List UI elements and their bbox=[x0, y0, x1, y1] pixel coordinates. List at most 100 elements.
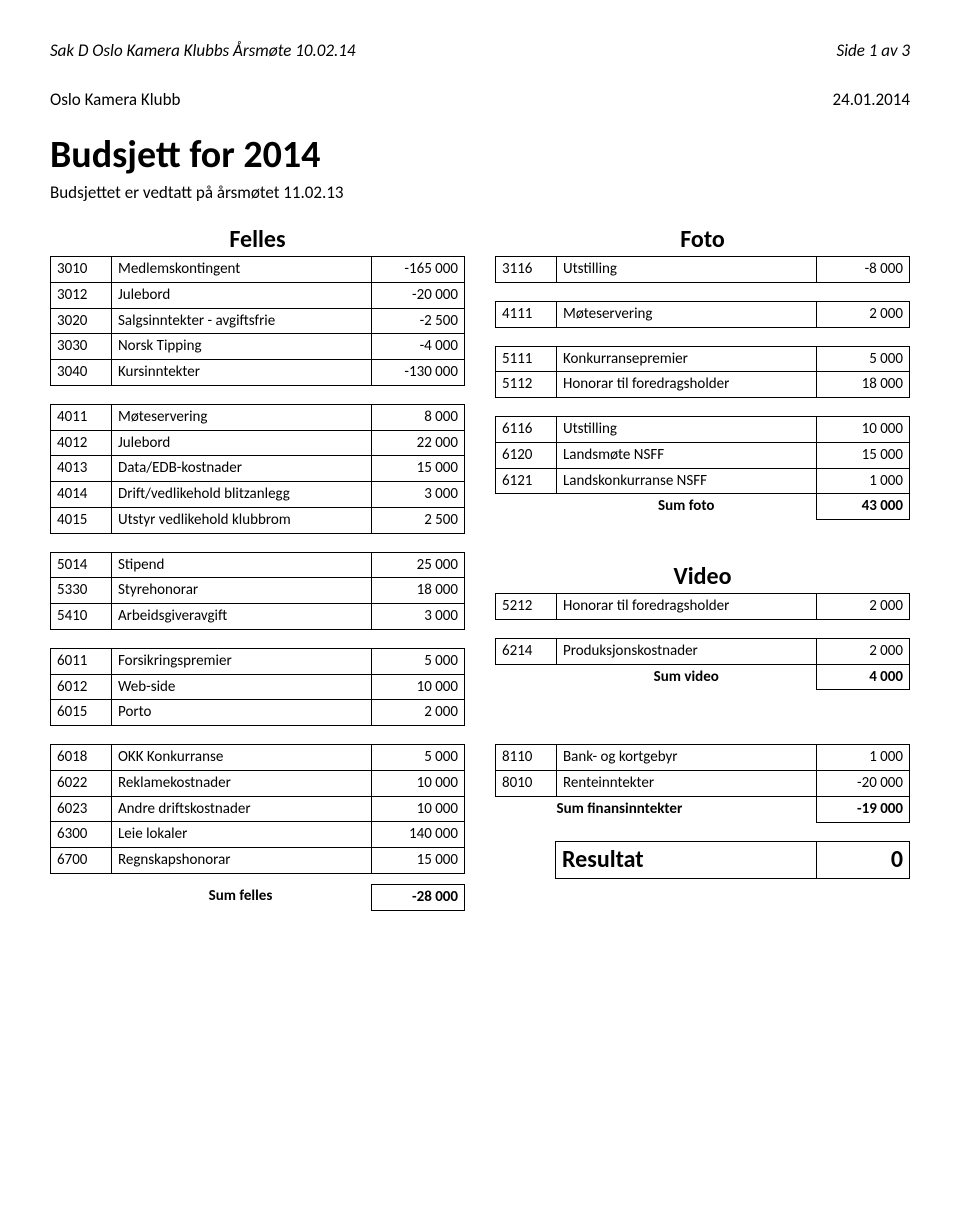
page-header: Sak D Oslo Kamera Klubbs Årsmøte 10.02.1… bbox=[50, 40, 910, 61]
acct-value: 10 000 bbox=[817, 417, 910, 443]
acct-code: 6022 bbox=[51, 770, 112, 796]
table-row: 4013Data/EDB-kostnader15 000 bbox=[51, 456, 465, 482]
table-row: 6120Landsmøte NSFF15 000 bbox=[496, 442, 910, 468]
table-row: 5212Honorar til foredragsholder2 000 bbox=[496, 594, 910, 620]
table-row: 6300Leie lokaler140 000 bbox=[51, 822, 465, 848]
table-row: 6018OKK Konkurranse5 000 bbox=[51, 745, 465, 771]
fin-table: 8110Bank- og kortgebyr1 000 8010Renteinn… bbox=[495, 744, 910, 822]
foto-table-1: 3116Utstilling-8 000 bbox=[495, 256, 910, 283]
acct-desc: OKK Konkurranse bbox=[112, 745, 372, 771]
acct-value: 5 000 bbox=[372, 745, 465, 771]
table-row: 3030Norsk Tipping-4 000 bbox=[51, 334, 465, 360]
table-row: 4011Møteservering8 000 bbox=[51, 404, 465, 430]
resultat-table: Resultat 0 bbox=[495, 841, 910, 879]
foto-table-4: 6116Utstilling10 000 6120Landsmøte NSFF1… bbox=[495, 416, 910, 520]
acct-code: 6214 bbox=[496, 638, 557, 664]
acct-value: 10 000 bbox=[372, 796, 465, 822]
acct-value: -20 000 bbox=[372, 282, 465, 308]
table-row: 4111Møteservering2 000 bbox=[496, 301, 910, 327]
sum-row: Sum felles -28 000 bbox=[50, 884, 465, 910]
sum-foto-label: Sum foto bbox=[557, 494, 817, 520]
acct-desc: Konkurransepremier bbox=[557, 346, 817, 372]
acct-desc: Data/EDB-kostnader bbox=[112, 456, 372, 482]
acct-value: 3 000 bbox=[372, 482, 465, 508]
acct-value: -165 000 bbox=[372, 257, 465, 283]
acct-code: 5212 bbox=[496, 594, 557, 620]
acct-value: 18 000 bbox=[372, 578, 465, 604]
acct-desc: Utstyr vedlikehold klubbrom bbox=[112, 507, 372, 533]
acct-value: 2 000 bbox=[817, 594, 910, 620]
sum-row: Sum finansinntekter -19 000 bbox=[496, 796, 910, 822]
acct-value: 18 000 bbox=[817, 372, 910, 398]
main-title: Budsjett for 2014 bbox=[50, 132, 910, 178]
acct-desc: Andre driftskostnader bbox=[112, 796, 372, 822]
acct-desc: Produksjonskostnader bbox=[557, 638, 817, 664]
acct-code: 8010 bbox=[496, 771, 557, 797]
acct-desc: Landsmøte NSFF bbox=[557, 442, 817, 468]
acct-code: 4013 bbox=[51, 456, 112, 482]
table-row: 5014Stipend25 000 bbox=[51, 552, 465, 578]
video-title: Video bbox=[495, 562, 910, 591]
acct-code: 6011 bbox=[51, 648, 112, 674]
acct-value: 10 000 bbox=[372, 674, 465, 700]
acct-value: 5 000 bbox=[817, 346, 910, 372]
acct-desc: Styrehonorar bbox=[112, 578, 372, 604]
sum-felles-table: Sum felles -28 000 bbox=[50, 884, 465, 911]
acct-desc: Utstilling bbox=[557, 257, 817, 283]
acct-desc: Utstilling bbox=[557, 417, 817, 443]
foto-title: Foto bbox=[495, 225, 910, 254]
table-row: 4015Utstyr vedlikehold klubbrom2 500 bbox=[51, 507, 465, 533]
acct-value: -4 000 bbox=[372, 334, 465, 360]
acct-value: 2 500 bbox=[372, 507, 465, 533]
acct-value: 15 000 bbox=[372, 848, 465, 874]
acct-code: 4111 bbox=[496, 301, 557, 327]
table-row: 4012Julebord22 000 bbox=[51, 430, 465, 456]
acct-code: 8110 bbox=[496, 745, 557, 771]
page-subheader: Oslo Kamera Klubb 24.01.2014 bbox=[50, 89, 910, 110]
sum-foto-value: 43 000 bbox=[817, 494, 910, 520]
acct-desc: Stipend bbox=[112, 552, 372, 578]
acct-value: 15 000 bbox=[372, 456, 465, 482]
acct-desc: Bank- og kortgebyr bbox=[557, 745, 817, 771]
acct-code: 6023 bbox=[51, 796, 112, 822]
table-row: 3020Salgsinntekter - avgiftsfrie-2 500 bbox=[51, 308, 465, 334]
table-row: 3040Kursinntekter-130 000 bbox=[51, 360, 465, 386]
acct-code: 3012 bbox=[51, 282, 112, 308]
left-column: Felles 3010Medlemskontingent-165 000 301… bbox=[50, 219, 465, 911]
acct-code: 4012 bbox=[51, 430, 112, 456]
resultat-row: Resultat 0 bbox=[495, 841, 910, 878]
acct-desc: Porto bbox=[112, 700, 372, 726]
acct-code: 4011 bbox=[51, 404, 112, 430]
table-row: 8010Renteinntekter-20 000 bbox=[496, 771, 910, 797]
acct-code: 6121 bbox=[496, 468, 557, 494]
acct-desc: Møteservering bbox=[112, 404, 372, 430]
acct-desc: Web-side bbox=[112, 674, 372, 700]
acct-value: 1 000 bbox=[817, 745, 910, 771]
acct-desc: Leie lokaler bbox=[112, 822, 372, 848]
acct-value: 8 000 bbox=[372, 404, 465, 430]
resultat-value: 0 bbox=[817, 841, 910, 878]
acct-code: 5112 bbox=[496, 372, 557, 398]
table-row: 5330Styrehonorar18 000 bbox=[51, 578, 465, 604]
table-row: 6012Web-side10 000 bbox=[51, 674, 465, 700]
table-row: 3010Medlemskontingent-165 000 bbox=[51, 257, 465, 283]
table-row: 5111Konkurransepremier5 000 bbox=[496, 346, 910, 372]
acct-desc: Renteinntekter bbox=[557, 771, 817, 797]
acct-desc: Møteservering bbox=[557, 301, 817, 327]
acct-code: 4014 bbox=[51, 482, 112, 508]
acct-code: 6120 bbox=[496, 442, 557, 468]
acct-code: 3030 bbox=[51, 334, 112, 360]
table-row: 6022Reklamekostnader10 000 bbox=[51, 770, 465, 796]
table-row: 3116Utstilling-8 000 bbox=[496, 257, 910, 283]
right-column: Foto 3116Utstilling-8 000 4111Møteserver… bbox=[495, 219, 910, 911]
acct-desc: Reklamekostnader bbox=[112, 770, 372, 796]
sum-fin-value: -19 000 bbox=[817, 796, 910, 822]
acct-value: 140 000 bbox=[372, 822, 465, 848]
acct-desc: Julebord bbox=[112, 282, 372, 308]
sum-row: Sum video 4 000 bbox=[496, 664, 910, 690]
acct-code: 5014 bbox=[51, 552, 112, 578]
sum-felles-label: Sum felles bbox=[110, 884, 372, 910]
acct-desc: Forsikringspremier bbox=[112, 648, 372, 674]
table-row: 3012Julebord-20 000 bbox=[51, 282, 465, 308]
table-row: 8110Bank- og kortgebyr1 000 bbox=[496, 745, 910, 771]
